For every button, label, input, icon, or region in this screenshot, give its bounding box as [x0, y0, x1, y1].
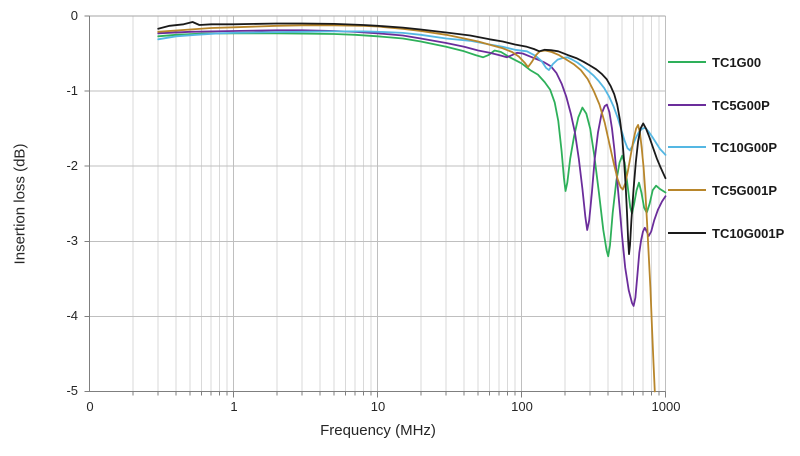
legend-item-tc5g001p: TC5G001P — [668, 182, 777, 198]
y-tick-label: -5 — [66, 383, 78, 398]
legend-line-swatch — [668, 146, 706, 148]
legend-line-swatch — [668, 189, 706, 191]
x-tick-label: 100 — [511, 399, 533, 414]
legend-label: TC5G001P — [712, 182, 778, 198]
legend-line-swatch — [668, 61, 706, 63]
legend-label: TC1G00 — [712, 54, 762, 70]
x-axis-title: Frequency (MHz) — [320, 422, 436, 439]
legend-label: TC5G00P — [712, 97, 770, 113]
x-tick-label: 1 — [230, 399, 238, 414]
x-tick-label: 1000 — [651, 399, 681, 414]
legend-item-tc5g00p: TC5G00P — [668, 97, 770, 113]
x-tick-label: 10 — [370, 399, 386, 414]
y-axis-title: Insertion loss (dB) — [11, 143, 29, 265]
y-tick-label: -3 — [66, 233, 78, 248]
y-tick-label: -1 — [66, 83, 78, 98]
legend-label: TC10G001P — [712, 225, 785, 241]
legend-item-tc1g00: TC1G00 — [668, 54, 761, 70]
legend-line-swatch — [668, 232, 706, 234]
y-tick-label: 0 — [70, 8, 78, 23]
y-tick-label: -2 — [66, 158, 78, 173]
legend-label: TC10G00P — [712, 139, 778, 155]
y-tick-label: -4 — [66, 308, 78, 323]
legend-item-tc10g001p: TC10G001P — [668, 225, 784, 241]
legend-item-tc10g00p: TC10G00P — [668, 139, 777, 155]
legend-line-swatch — [668, 104, 706, 106]
x-tick-label: 0 — [86, 399, 94, 414]
